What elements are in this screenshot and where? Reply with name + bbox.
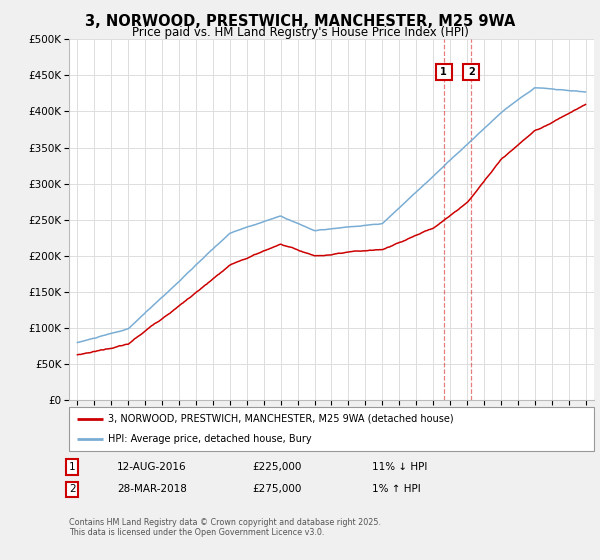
Text: 2: 2 <box>69 484 76 494</box>
Text: 12-AUG-2016: 12-AUG-2016 <box>117 462 187 472</box>
Text: HPI: Average price, detached house, Bury: HPI: Average price, detached house, Bury <box>109 434 312 444</box>
Text: Contains HM Land Registry data © Crown copyright and database right 2025.
This d: Contains HM Land Registry data © Crown c… <box>69 518 381 538</box>
Text: £275,000: £275,000 <box>252 484 301 494</box>
Text: 3, NORWOOD, PRESTWICH, MANCHESTER, M25 9WA (detached house): 3, NORWOOD, PRESTWICH, MANCHESTER, M25 9… <box>109 414 454 424</box>
Text: £225,000: £225,000 <box>252 462 301 472</box>
Text: 1: 1 <box>440 67 447 77</box>
Text: 3, NORWOOD, PRESTWICH, MANCHESTER, M25 9WA: 3, NORWOOD, PRESTWICH, MANCHESTER, M25 9… <box>85 14 515 29</box>
Text: 1% ↑ HPI: 1% ↑ HPI <box>372 484 421 494</box>
Text: 1: 1 <box>69 462 76 472</box>
Text: Price paid vs. HM Land Registry's House Price Index (HPI): Price paid vs. HM Land Registry's House … <box>131 26 469 39</box>
Text: 2: 2 <box>468 67 475 77</box>
FancyBboxPatch shape <box>69 407 594 451</box>
Text: 28-MAR-2018: 28-MAR-2018 <box>117 484 187 494</box>
Text: 11% ↓ HPI: 11% ↓ HPI <box>372 462 427 472</box>
